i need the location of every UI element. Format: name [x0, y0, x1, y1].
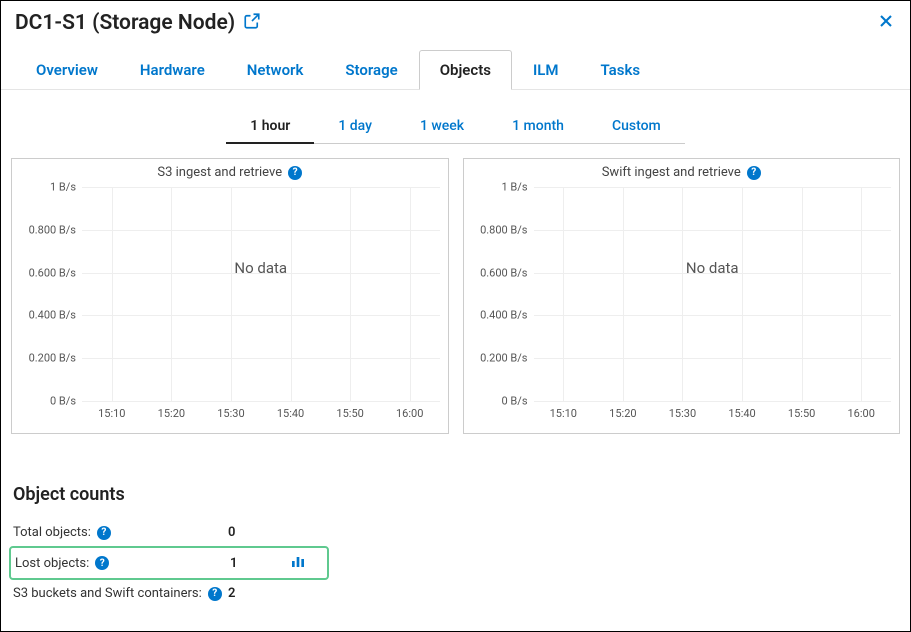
gridline-h — [534, 401, 892, 402]
chart-title-row: S3 ingest and retrieve? — [12, 159, 448, 182]
count-row: Lost objects:?1 — [9, 546, 329, 580]
x-tick-label: 16:00 — [396, 407, 423, 420]
page-title: DC1-S1 (Storage Node) — [15, 11, 235, 35]
gridline-h — [82, 230, 440, 231]
time-tab-custom[interactable]: Custom — [588, 110, 685, 144]
chart-0: S3 ingest and retrieve?0 B/s0.200 B/s0.4… — [11, 158, 449, 434]
help-icon[interactable]: ? — [288, 166, 302, 180]
gridline-v — [623, 187, 624, 401]
gridline-h — [534, 358, 892, 359]
count-label-text: Total objects: — [13, 525, 91, 540]
x-tick-label: 15:10 — [550, 407, 577, 420]
time-tab-1-week[interactable]: 1 week — [396, 110, 488, 144]
help-icon[interactable]: ? — [95, 556, 109, 570]
help-icon[interactable]: ? — [97, 526, 111, 540]
count-value: 1 — [230, 556, 290, 571]
count-row: Total objects:?0 — [13, 519, 898, 546]
object-counts-heading: Object counts — [1, 484, 910, 505]
x-tick-label: 15:10 — [98, 407, 125, 420]
gridline-v — [802, 187, 803, 401]
gridline-h — [534, 230, 892, 231]
tab-objects[interactable]: Objects — [419, 50, 512, 90]
y-tick-label: 0.400 B/s — [29, 309, 76, 322]
tab-storage[interactable]: Storage — [324, 50, 418, 90]
y-tick-label: 0.800 B/s — [480, 223, 527, 236]
tab-ilm[interactable]: ILM — [512, 50, 580, 90]
page-header: DC1-S1 (Storage Node) — [1, 1, 910, 41]
chart-1: Swift ingest and retrieve?0 B/s0.200 B/s… — [463, 158, 901, 434]
x-tick-label: 15:30 — [217, 407, 244, 420]
object-counts-table: Total objects:?0Lost objects:?1S3 bucket… — [1, 519, 910, 607]
chart-title: S3 ingest and retrieve — [157, 165, 282, 180]
gridline-h — [534, 315, 892, 316]
gridline-v — [563, 187, 564, 401]
count-label: S3 buckets and Swift containers:? — [13, 586, 228, 601]
gridline-v — [350, 187, 351, 401]
gridline-v — [682, 187, 683, 401]
help-icon[interactable]: ? — [747, 166, 761, 180]
tab-hardware[interactable]: Hardware — [119, 50, 226, 90]
x-tick-label: 15:20 — [609, 407, 636, 420]
chart-plot: 0 B/s0.200 B/s0.400 B/s0.600 B/s0.800 B/… — [82, 187, 440, 401]
gridline-h — [82, 401, 440, 402]
gridline-v — [861, 187, 862, 401]
gridline-h — [82, 315, 440, 316]
y-tick-label: 0 B/s — [502, 395, 528, 408]
count-label-text: Lost objects: — [15, 556, 89, 571]
y-tick-label: 0.400 B/s — [480, 309, 527, 322]
chart-title-row: Swift ingest and retrieve? — [464, 159, 900, 182]
gridline-h — [534, 187, 892, 188]
y-tick-label: 0.800 B/s — [29, 223, 76, 236]
y-tick-label: 0.200 B/s — [480, 352, 527, 365]
close-icon[interactable] — [876, 11, 896, 35]
y-tick-label: 1 B/s — [502, 181, 528, 194]
popout-icon[interactable] — [243, 12, 261, 34]
time-range-tabs: 1 hour1 day1 week1 monthCustom — [1, 110, 910, 144]
tab-overview[interactable]: Overview — [15, 50, 119, 90]
y-tick-label: 1 B/s — [50, 181, 76, 194]
gridline-v — [291, 187, 292, 401]
time-tab-1-month[interactable]: 1 month — [488, 110, 588, 144]
gridline-v — [171, 187, 172, 401]
x-tick-label: 16:00 — [848, 407, 875, 420]
bar-chart-icon[interactable] — [290, 553, 306, 573]
count-label-text: S3 buckets and Swift containers: — [13, 586, 202, 601]
count-value: 0 — [228, 525, 288, 540]
x-tick-label: 15:20 — [158, 407, 185, 420]
y-tick-label: 0.600 B/s — [480, 266, 527, 279]
gridline-v — [410, 187, 411, 401]
gridline-v — [742, 187, 743, 401]
x-tick-label: 15:40 — [728, 407, 755, 420]
gridline-v — [231, 187, 232, 401]
gridline-h — [82, 187, 440, 188]
count-value: 2 — [228, 586, 288, 601]
count-row: S3 buckets and Swift containers:?2 — [13, 580, 898, 607]
y-tick-label: 0.600 B/s — [29, 266, 76, 279]
x-tick-label: 15:30 — [669, 407, 696, 420]
main-tabs: OverviewHardwareNetworkStorageObjectsILM… — [1, 49, 910, 90]
count-label: Total objects:? — [13, 525, 228, 540]
charts-row: S3 ingest and retrieve?0 B/s0.200 B/s0.4… — [1, 158, 910, 434]
count-label: Lost objects:? — [15, 556, 230, 571]
x-tick-label: 15:50 — [336, 407, 363, 420]
tab-network[interactable]: Network — [226, 50, 325, 90]
chart-title: Swift ingest and retrieve — [602, 165, 741, 180]
no-data-text: No data — [234, 259, 287, 277]
x-tick-label: 15:40 — [277, 407, 304, 420]
time-tab-1-hour[interactable]: 1 hour — [226, 110, 314, 144]
chart-plot: 0 B/s0.200 B/s0.400 B/s0.600 B/s0.800 B/… — [534, 187, 892, 401]
help-icon[interactable]: ? — [208, 587, 222, 601]
time-tab-1-day[interactable]: 1 day — [314, 110, 396, 144]
x-tick-label: 15:50 — [788, 407, 815, 420]
y-tick-label: 0 B/s — [50, 395, 76, 408]
no-data-text: No data — [686, 259, 739, 277]
gridline-v — [112, 187, 113, 401]
gridline-h — [82, 358, 440, 359]
y-tick-label: 0.200 B/s — [29, 352, 76, 365]
tab-tasks[interactable]: Tasks — [580, 50, 662, 90]
